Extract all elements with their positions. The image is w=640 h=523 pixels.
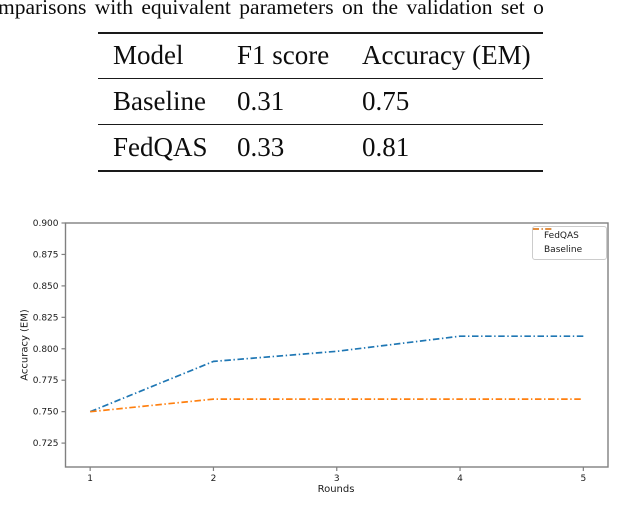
x-tick-label: 4 [457,474,463,484]
cell-model: FedQAS [113,131,208,162]
cell-f1: 0.31 [237,85,285,116]
results-table: Model F1 score Accuracy (EM) Baseline 0.… [98,32,543,172]
chart-legend: FedQAS Baseline [532,226,607,260]
y-tick-label: 0.725 [33,439,59,449]
y-axis-label: Accuracy (EM) [19,309,31,381]
caption-fragment: mparisons with equivalent parameters on … [0,0,544,19]
cell-f1: 0.33 [237,131,285,162]
cell-accuracy: 0.81 [362,131,410,162]
table-header-row: Model F1 score Accuracy (EM) [98,33,543,78]
legend-item-fedqas: FedQAS [533,228,600,242]
table-row-fedqas: FedQAS 0.33 0.81 [98,124,543,171]
y-tick-label: 0.850 [33,282,59,292]
plot-border [64,222,609,468]
x-axis-label: Rounds [317,484,355,495]
cell-model: Baseline [113,85,206,116]
legend-label: Baseline [544,245,583,255]
y-tick-label: 0.800 [33,345,59,355]
y-tick-label: 0.900 [33,219,59,229]
y-tick-label: 0.775 [33,376,59,386]
x-tick-label: 5 [580,474,586,484]
y-tick-label: 0.750 [33,408,59,418]
x-tick-label: 1 [87,474,93,484]
legend-line-sample-baseline [533,228,553,230]
table-row-baseline: Baseline 0.31 0.75 [98,78,543,124]
y-tick-label: 0.875 [33,250,59,260]
legend-label: FedQAS [544,231,579,241]
legend-item-baseline: Baseline [533,228,600,256]
x-tick-label: 2 [211,474,217,484]
column-header-accuracy: Accuracy (EM) [362,40,531,71]
column-header-f1: F1 score [237,40,330,71]
column-header-model: Model [113,40,184,71]
fedqas-line [89,335,584,413]
x-tick-label: 3 [334,474,340,484]
y-tick-label: 0.825 [33,313,59,323]
baseline-line [90,398,584,413]
cell-accuracy: 0.75 [362,85,410,116]
